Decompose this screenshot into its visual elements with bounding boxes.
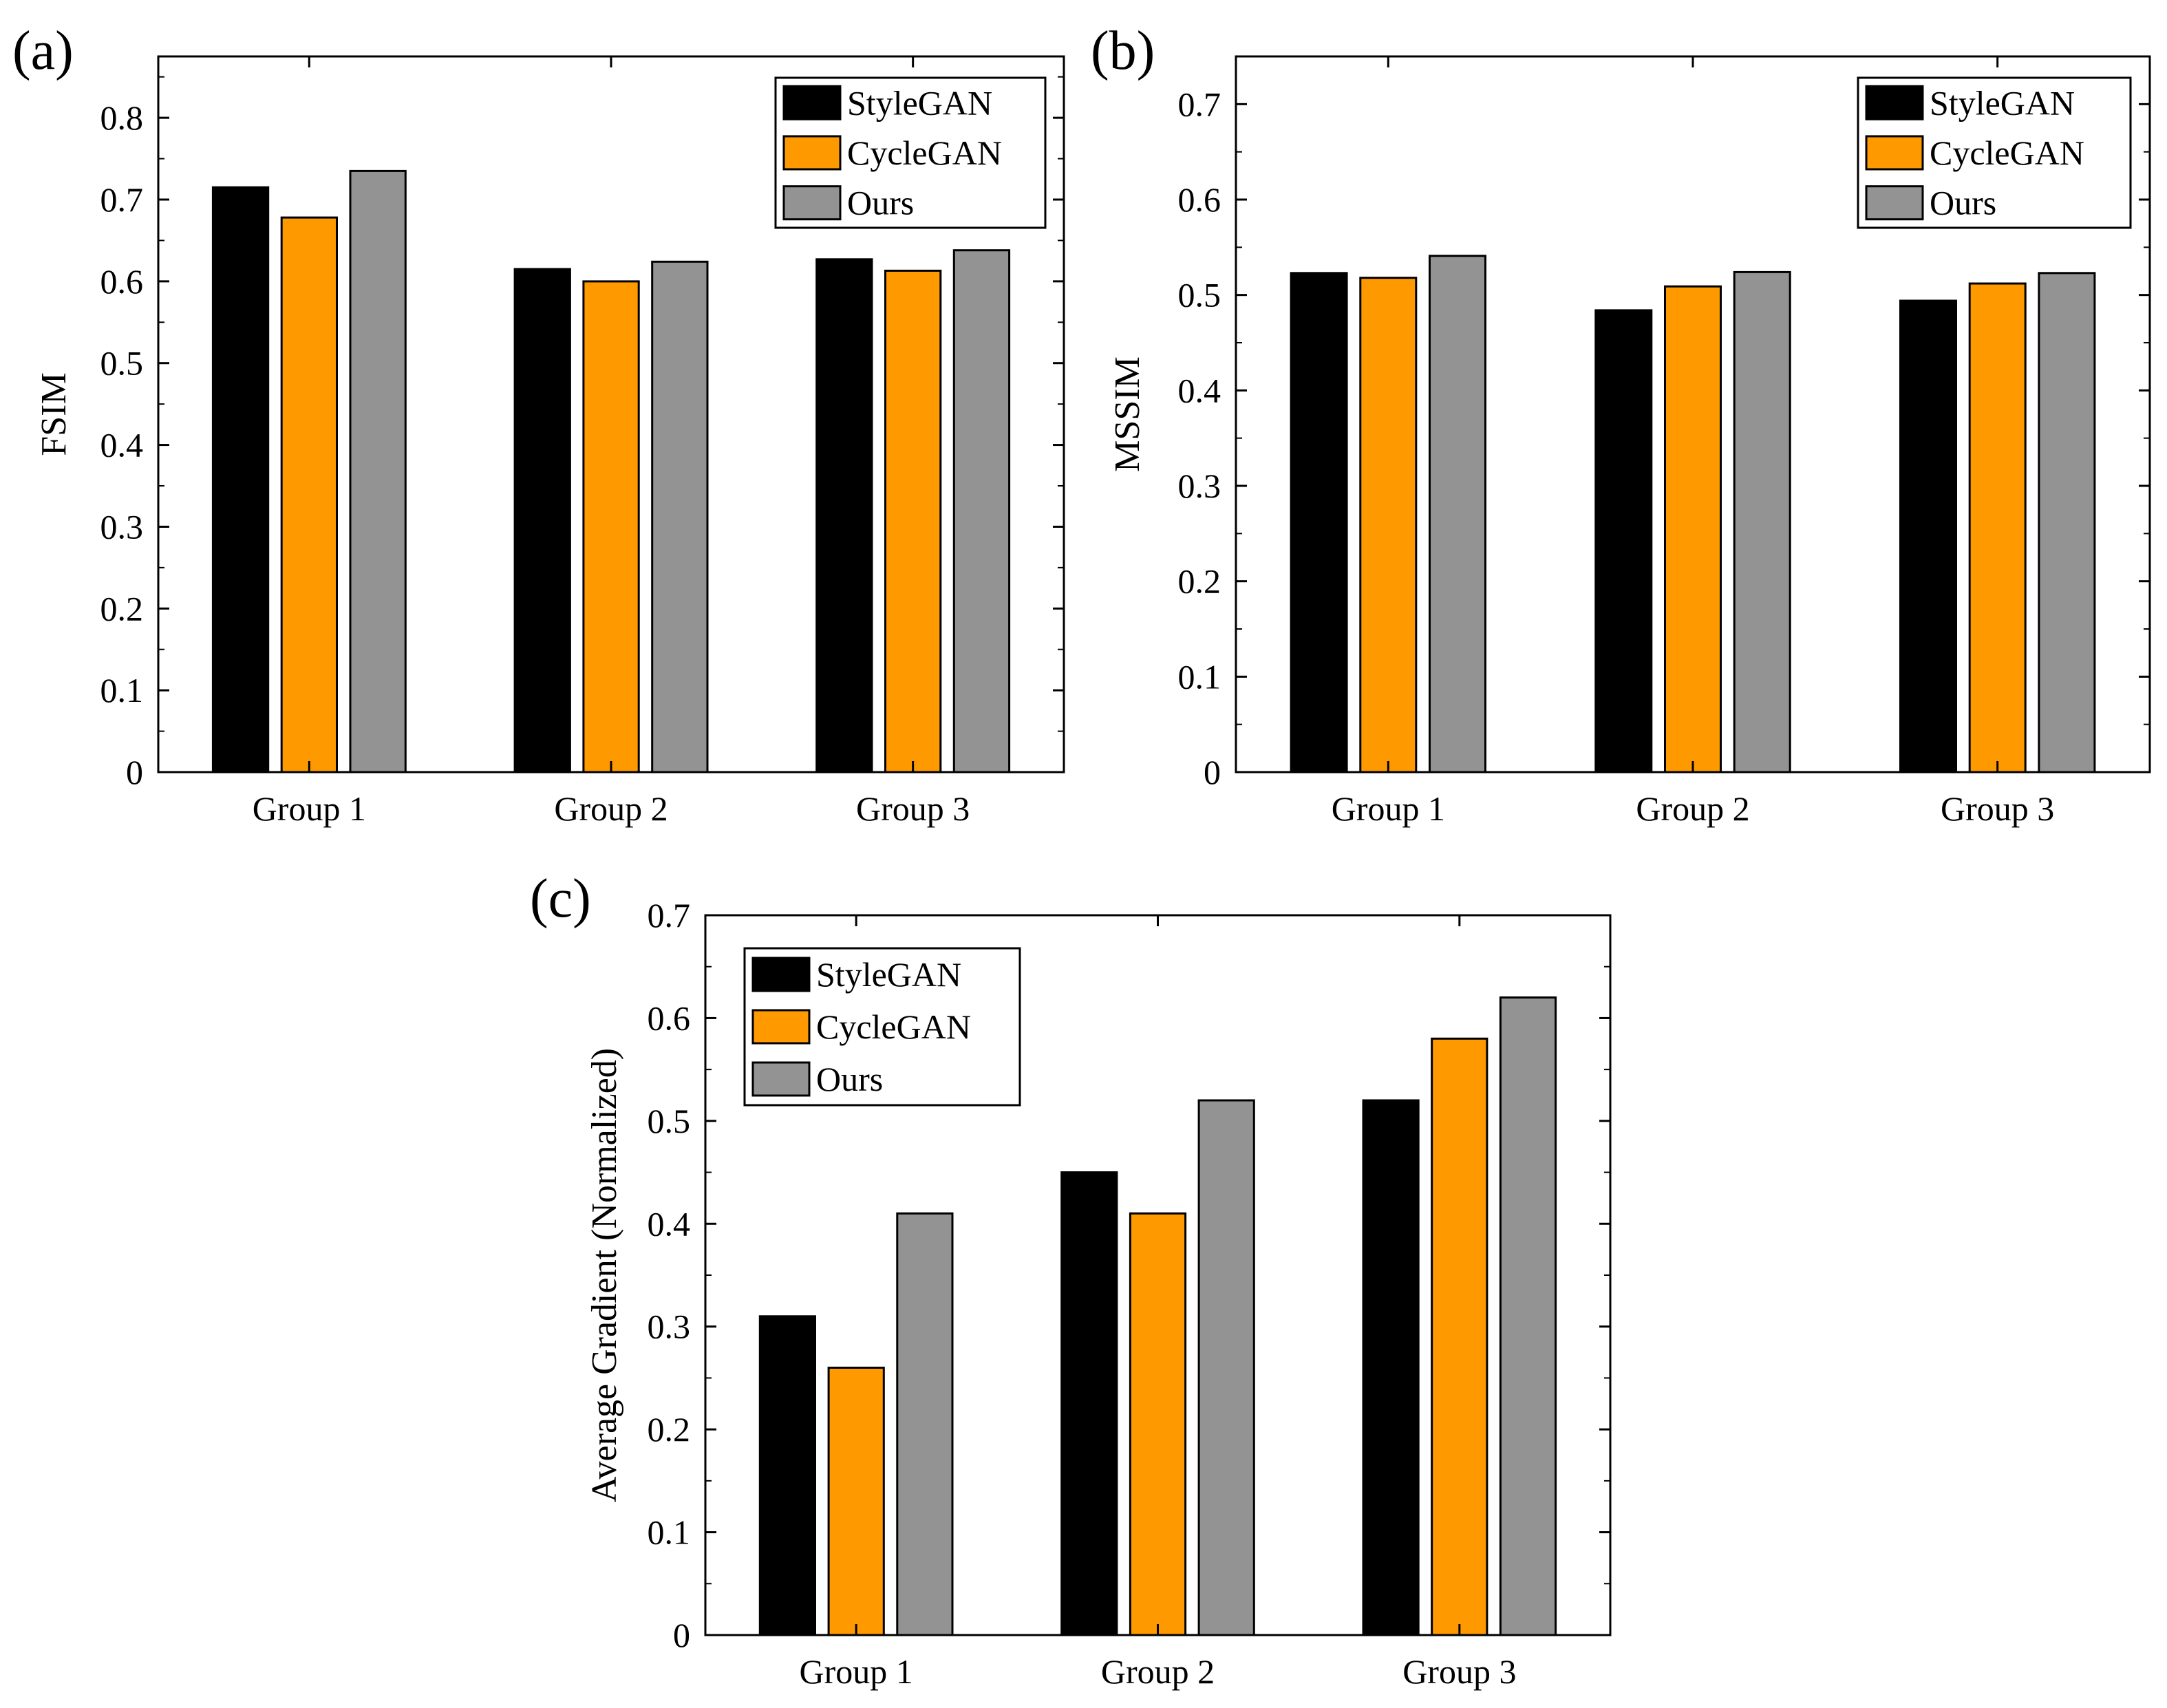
bar-ours-2 bbox=[1197, 1099, 1255, 1636]
x-tick-label: Group 1 bbox=[253, 789, 366, 828]
y-tick-label: 0.8 bbox=[100, 98, 144, 137]
bar-cyclegan-3 bbox=[1968, 282, 2027, 773]
y-tick-label: 0.3 bbox=[648, 1307, 691, 1346]
panel-c-average-gradient-chart: (c) 0 0.1 0.2 0.3 0.4 0.5 0.6 0.7 Group 1 Group 2… bbox=[530, 868, 1612, 1691]
panel-label-a: (a) bbox=[12, 21, 74, 81]
bar-cyclegan-1 bbox=[1359, 277, 1418, 773]
panel-b-mssim-chart: (b) 0 0.1 0.2 0.3 0.4 0.5 0.6 0.7 Group 1 Group 2… bbox=[1091, 21, 2151, 828]
plot-area-b: 0 0.1 0.2 0.3 0.4 0.5 0.6 0.7 Group 1 Group 2 Grou… bbox=[1108, 55, 2151, 828]
x-tick-label: Group 1 bbox=[800, 1652, 913, 1691]
legend-swatch-stylegan bbox=[1865, 85, 1924, 120]
legend: StyleGAN CycleGAN Ours bbox=[1857, 76, 2132, 229]
bar-cyclegan-3 bbox=[1431, 1037, 1488, 1636]
bar-cyclegan-1 bbox=[280, 216, 339, 773]
legend-label-ours: Ours bbox=[847, 184, 914, 222]
x-tick-label: Group 2 bbox=[554, 789, 668, 828]
y-tick-label: 0.5 bbox=[648, 1102, 691, 1140]
legend-label-stylegan: StyleGAN bbox=[1930, 83, 2075, 122]
bar-stylegan-3 bbox=[1362, 1099, 1420, 1636]
y-tick-label: 0.7 bbox=[100, 180, 144, 219]
bar-stylegan-2 bbox=[1594, 309, 1653, 773]
y-tick-label: 0 bbox=[673, 1616, 690, 1654]
bar-ours-1 bbox=[349, 169, 407, 773]
y-tick-label: 0.6 bbox=[648, 999, 691, 1037]
legend-label-ours: Ours bbox=[816, 1060, 883, 1098]
bar-ours-3 bbox=[952, 249, 1011, 773]
y-axis-label: FSIM bbox=[34, 372, 74, 456]
legend-swatch-stylegan bbox=[751, 957, 811, 992]
y-tick-label: 0.4 bbox=[1178, 371, 1221, 409]
legend-label-cyclegan: CycleGAN bbox=[847, 134, 1002, 172]
legend: StyleGAN CycleGAN Ours bbox=[774, 76, 1047, 229]
legend-label-stylegan: StyleGAN bbox=[847, 83, 992, 122]
bar-stylegan-2 bbox=[1060, 1171, 1118, 1636]
legend-label-cyclegan: CycleGAN bbox=[816, 1007, 971, 1046]
legend-swatch-ours bbox=[1865, 185, 1924, 221]
x-tick-label: Group 3 bbox=[856, 789, 970, 828]
legend: StyleGAN CycleGAN Ours bbox=[743, 947, 1021, 1107]
y-tick-label: 0.3 bbox=[1178, 467, 1221, 505]
x-tick-label: Group 1 bbox=[1332, 789, 1445, 828]
y-tick-label: 0.6 bbox=[1178, 180, 1221, 219]
y-axis-label: Average Gradient (Normalized) bbox=[585, 1048, 624, 1502]
y-tick-label: 0.2 bbox=[1178, 562, 1221, 601]
y-tick-label: 0 bbox=[1204, 753, 1221, 791]
bar-stylegan-1 bbox=[758, 1315, 817, 1636]
bar-cyclegan-2 bbox=[582, 280, 640, 773]
y-tick-label: 0.7 bbox=[648, 896, 691, 935]
panel-label-c: (c) bbox=[530, 868, 591, 929]
bar-stylegan-3 bbox=[1899, 299, 1957, 773]
x-tick-label: Group 2 bbox=[1636, 789, 1749, 828]
legend-swatch-cyclegan bbox=[782, 135, 842, 171]
bar-ours-1 bbox=[1429, 255, 1486, 773]
bar-ours-2 bbox=[1733, 270, 1791, 773]
y-tick-label: 0.5 bbox=[100, 344, 144, 383]
bar-stylegan-1 bbox=[1290, 272, 1348, 773]
legend-swatch-ours bbox=[782, 185, 842, 221]
bar-cyclegan-2 bbox=[1129, 1212, 1187, 1636]
bar-ours-3 bbox=[1499, 996, 1557, 1636]
bar-ours-3 bbox=[2038, 272, 2096, 773]
bar-stylegan-1 bbox=[211, 186, 270, 773]
y-tick-label: 0.5 bbox=[1178, 276, 1221, 314]
x-tick-label: Group 2 bbox=[1101, 1652, 1215, 1691]
panel-a-fsim-chart: (a) 0 0.1 0.2 0.3 0.4 0.5 0.6 0.7 0.8 Group 1 Grou… bbox=[12, 21, 1065, 828]
x-tick-label: Group 3 bbox=[1941, 789, 2054, 828]
bar-cyclegan-3 bbox=[884, 269, 942, 773]
legend-swatch-cyclegan bbox=[1865, 135, 1924, 171]
x-tick-label: Group 3 bbox=[1402, 1652, 1516, 1691]
panel-label-b: (b) bbox=[1091, 21, 1155, 81]
legend-swatch-ours bbox=[751, 1061, 811, 1097]
bar-stylegan-3 bbox=[815, 258, 873, 773]
y-tick-label: 0.2 bbox=[100, 589, 144, 628]
plot-area-a: 0 0.1 0.2 0.3 0.4 0.5 0.6 0.7 0.8 Group 1 Group 2 G… bbox=[34, 55, 1065, 828]
legend-label-ours: Ours bbox=[1930, 184, 1996, 222]
y-tick-label: 0.3 bbox=[100, 507, 144, 546]
legend-swatch-stylegan bbox=[782, 85, 842, 120]
legend-label-stylegan: StyleGAN bbox=[816, 955, 961, 994]
y-tick-label: 0.4 bbox=[648, 1204, 691, 1243]
y-tick-label: 0 bbox=[126, 753, 143, 791]
y-tick-label: 0.1 bbox=[100, 671, 144, 709]
y-axis-label: MSSIM bbox=[1108, 356, 1147, 472]
bar-ours-2 bbox=[651, 260, 709, 773]
y-tick-label: 0.1 bbox=[648, 1513, 691, 1552]
y-tick-label: 0.7 bbox=[1178, 85, 1221, 123]
bar-cyclegan-1 bbox=[827, 1367, 885, 1636]
y-tick-label: 0.4 bbox=[100, 426, 144, 465]
y-tick-label: 0.6 bbox=[100, 262, 144, 301]
bar-ours-1 bbox=[896, 1212, 954, 1636]
legend-swatch-cyclegan bbox=[751, 1009, 811, 1045]
plot-area-c: 0 0.1 0.2 0.3 0.4 0.5 0.6 0.7 Group 1 Group 2 Grou… bbox=[585, 896, 1612, 1691]
legend-label-cyclegan: CycleGAN bbox=[1930, 134, 2084, 172]
y-tick-label: 0.1 bbox=[1178, 657, 1221, 696]
y-tick-label: 0.2 bbox=[648, 1410, 691, 1449]
bar-cyclegan-2 bbox=[1664, 285, 1722, 773]
bar-stylegan-2 bbox=[513, 268, 571, 773]
